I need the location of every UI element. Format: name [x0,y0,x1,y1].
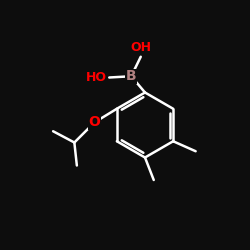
Text: OH: OH [130,41,151,54]
Text: O: O [88,116,100,130]
Text: B: B [126,69,136,83]
Text: HO: HO [86,71,107,84]
